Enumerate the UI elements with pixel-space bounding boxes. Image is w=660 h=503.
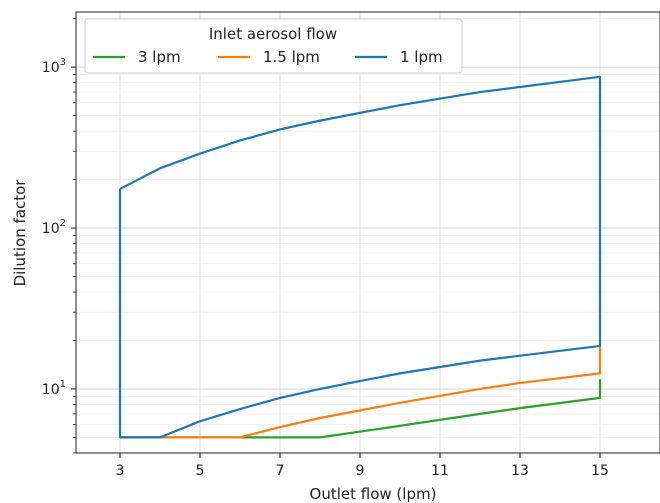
x-tick-label: 15 (591, 463, 609, 479)
x-axis-ticks: 3 5 7 9 11 13 15 (116, 453, 609, 479)
legend-title: Inlet aerosol flow (209, 25, 337, 43)
legend-entries: 3 lpm 1.5 lpm 1 lpm (93, 48, 443, 66)
x-tick-label: 3 (116, 463, 125, 479)
legend: Inlet aerosol flow 3 lpm 1.5 lpm 1 lpm (84, 18, 463, 74)
legend-entry-label: 1.5 lpm (263, 48, 320, 66)
x-axis-label: Outlet flow (lpm) (310, 485, 437, 503)
series-line-1-5-lpm (120, 345, 602, 439)
x-tick-label: 9 (356, 463, 365, 479)
series-lines (118, 75, 602, 439)
y-tick-label: 103 (42, 57, 66, 76)
series-line-1-lpm (118, 75, 602, 439)
x-tick-label: 7 (276, 463, 285, 479)
y-axis-ticks: 101 102 103 (42, 18, 76, 454)
legend-box (84, 18, 463, 74)
legend-entry-label: 3 lpm (138, 48, 181, 66)
y-axis-label: Dilution factor (11, 179, 29, 287)
y-tick-label: 102 (42, 218, 66, 237)
legend-entry-label: 1 lpm (400, 48, 443, 66)
y-tick-label: 101 (42, 379, 66, 398)
x-tick-label: 11 (431, 463, 449, 479)
x-tick-label: 5 (196, 463, 205, 479)
plot-area-frame (75, 11, 660, 454)
x-tick-label: 13 (511, 463, 529, 479)
grid (76, 12, 660, 454)
